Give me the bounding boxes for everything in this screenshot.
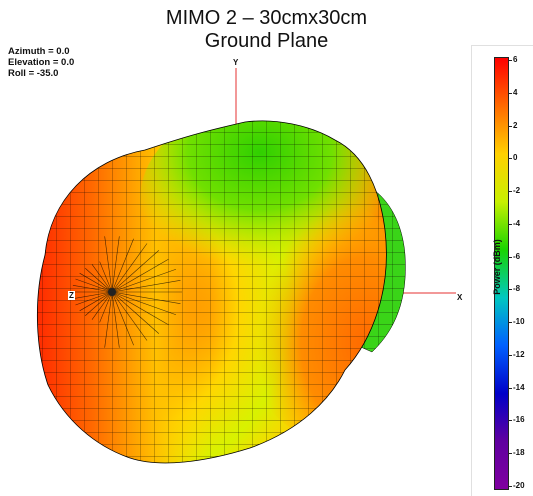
colorbar-label: Power (dBm) <box>492 239 502 295</box>
x-axis-label: X <box>457 293 463 302</box>
mesh-radial-line <box>111 258 169 293</box>
mesh-radial-line <box>111 291 177 316</box>
colorbar-tick-label: -4 <box>513 218 521 228</box>
z-axis-label: Z <box>68 291 75 300</box>
colorbar-tick-label: -20 <box>513 481 525 490</box>
colorbar-tick-label: -12 <box>513 349 525 359</box>
colorbar-tick-label: -18 <box>513 448 525 458</box>
mesh-radial-line <box>91 291 113 320</box>
colorbar-tick-mark <box>509 354 512 356</box>
elevation-readout: Elevation = 0.0 <box>8 57 75 68</box>
colorbar-tick-label: 4 <box>513 87 518 97</box>
colorbar-tick-mark <box>509 322 512 324</box>
colorbar-tick-mark <box>509 223 512 225</box>
mesh-radial-line <box>104 291 113 348</box>
colorbar-tick-mark <box>509 158 512 160</box>
chart-title-line2: Ground Plane <box>204 30 329 52</box>
mesh-radial-line <box>79 272 113 293</box>
y-axis-label: Y <box>233 58 239 67</box>
mesh-radial-line <box>72 291 113 299</box>
colorbar-tick-mark <box>509 125 512 127</box>
pattern-null-center <box>108 288 116 296</box>
mesh-radial-line <box>85 291 113 317</box>
mesh-radial-line <box>111 291 181 304</box>
colorbar-tick-label: 0 <box>513 153 518 163</box>
colorbar-tick-mark <box>509 191 512 193</box>
roll-readout: Roll = -35.0 <box>8 68 59 79</box>
mesh-radial-line <box>111 236 120 293</box>
colorbar-tick-mark <box>509 60 512 61</box>
mesh-radial-line <box>79 291 113 312</box>
colorbar-tick-mark <box>509 92 512 94</box>
colorbar-tick-label: -14 <box>513 382 525 392</box>
mesh-radial-line <box>111 280 181 293</box>
view-orientation-readout: Azimuth = 0.0 Elevation = 0.0 Roll = -35… <box>8 46 74 79</box>
mesh-radial-line <box>111 250 160 293</box>
mesh-radial-line <box>111 238 134 293</box>
mesh-radial-line <box>104 236 113 293</box>
colorbar-tick-mark <box>509 387 512 389</box>
radiation-lobe-main <box>36 120 387 464</box>
colorbar-tick-label: -8 <box>513 284 521 294</box>
mesh-radial-line <box>85 267 113 293</box>
colorbar <box>494 57 509 490</box>
mesh-radial-line <box>99 261 113 293</box>
mesh-radial-line <box>111 268 177 293</box>
mesh-radial-line <box>111 291 169 326</box>
chart-title-line1: MIMO 2 – 30cmx30cm <box>165 7 368 29</box>
colorbar-tick-label: 2 <box>513 120 518 130</box>
colorbar-tick-label: -6 <box>513 251 521 261</box>
colorbar-tick-mark <box>509 289 512 291</box>
mesh-radial-line <box>111 243 148 293</box>
colorbar-tick-mark <box>509 453 512 455</box>
mesh-radial-line <box>111 291 134 346</box>
colorbar-tick-mark <box>509 420 512 422</box>
mesh-radial-line <box>75 278 113 293</box>
mesh-radial-line <box>111 291 148 341</box>
colorbar-tick-mark <box>509 256 512 258</box>
colorbar-tick-mark <box>509 486 512 487</box>
mesh-radial-line <box>99 291 113 323</box>
mesh-radial-line <box>75 291 113 306</box>
mesh-radial-line <box>111 291 120 348</box>
mesh-radial-line <box>111 291 160 334</box>
colorbar-tick-label: 6 <box>513 55 518 64</box>
mesh-radial-line <box>72 285 113 293</box>
colorbar-tick-label: -10 <box>513 317 525 327</box>
colorbar-tick-label: -2 <box>513 186 521 196</box>
mesh-radial-line <box>91 264 113 293</box>
azimuth-readout: Azimuth = 0.0 <box>8 46 70 57</box>
colorbar-tick-label: -16 <box>513 415 525 425</box>
